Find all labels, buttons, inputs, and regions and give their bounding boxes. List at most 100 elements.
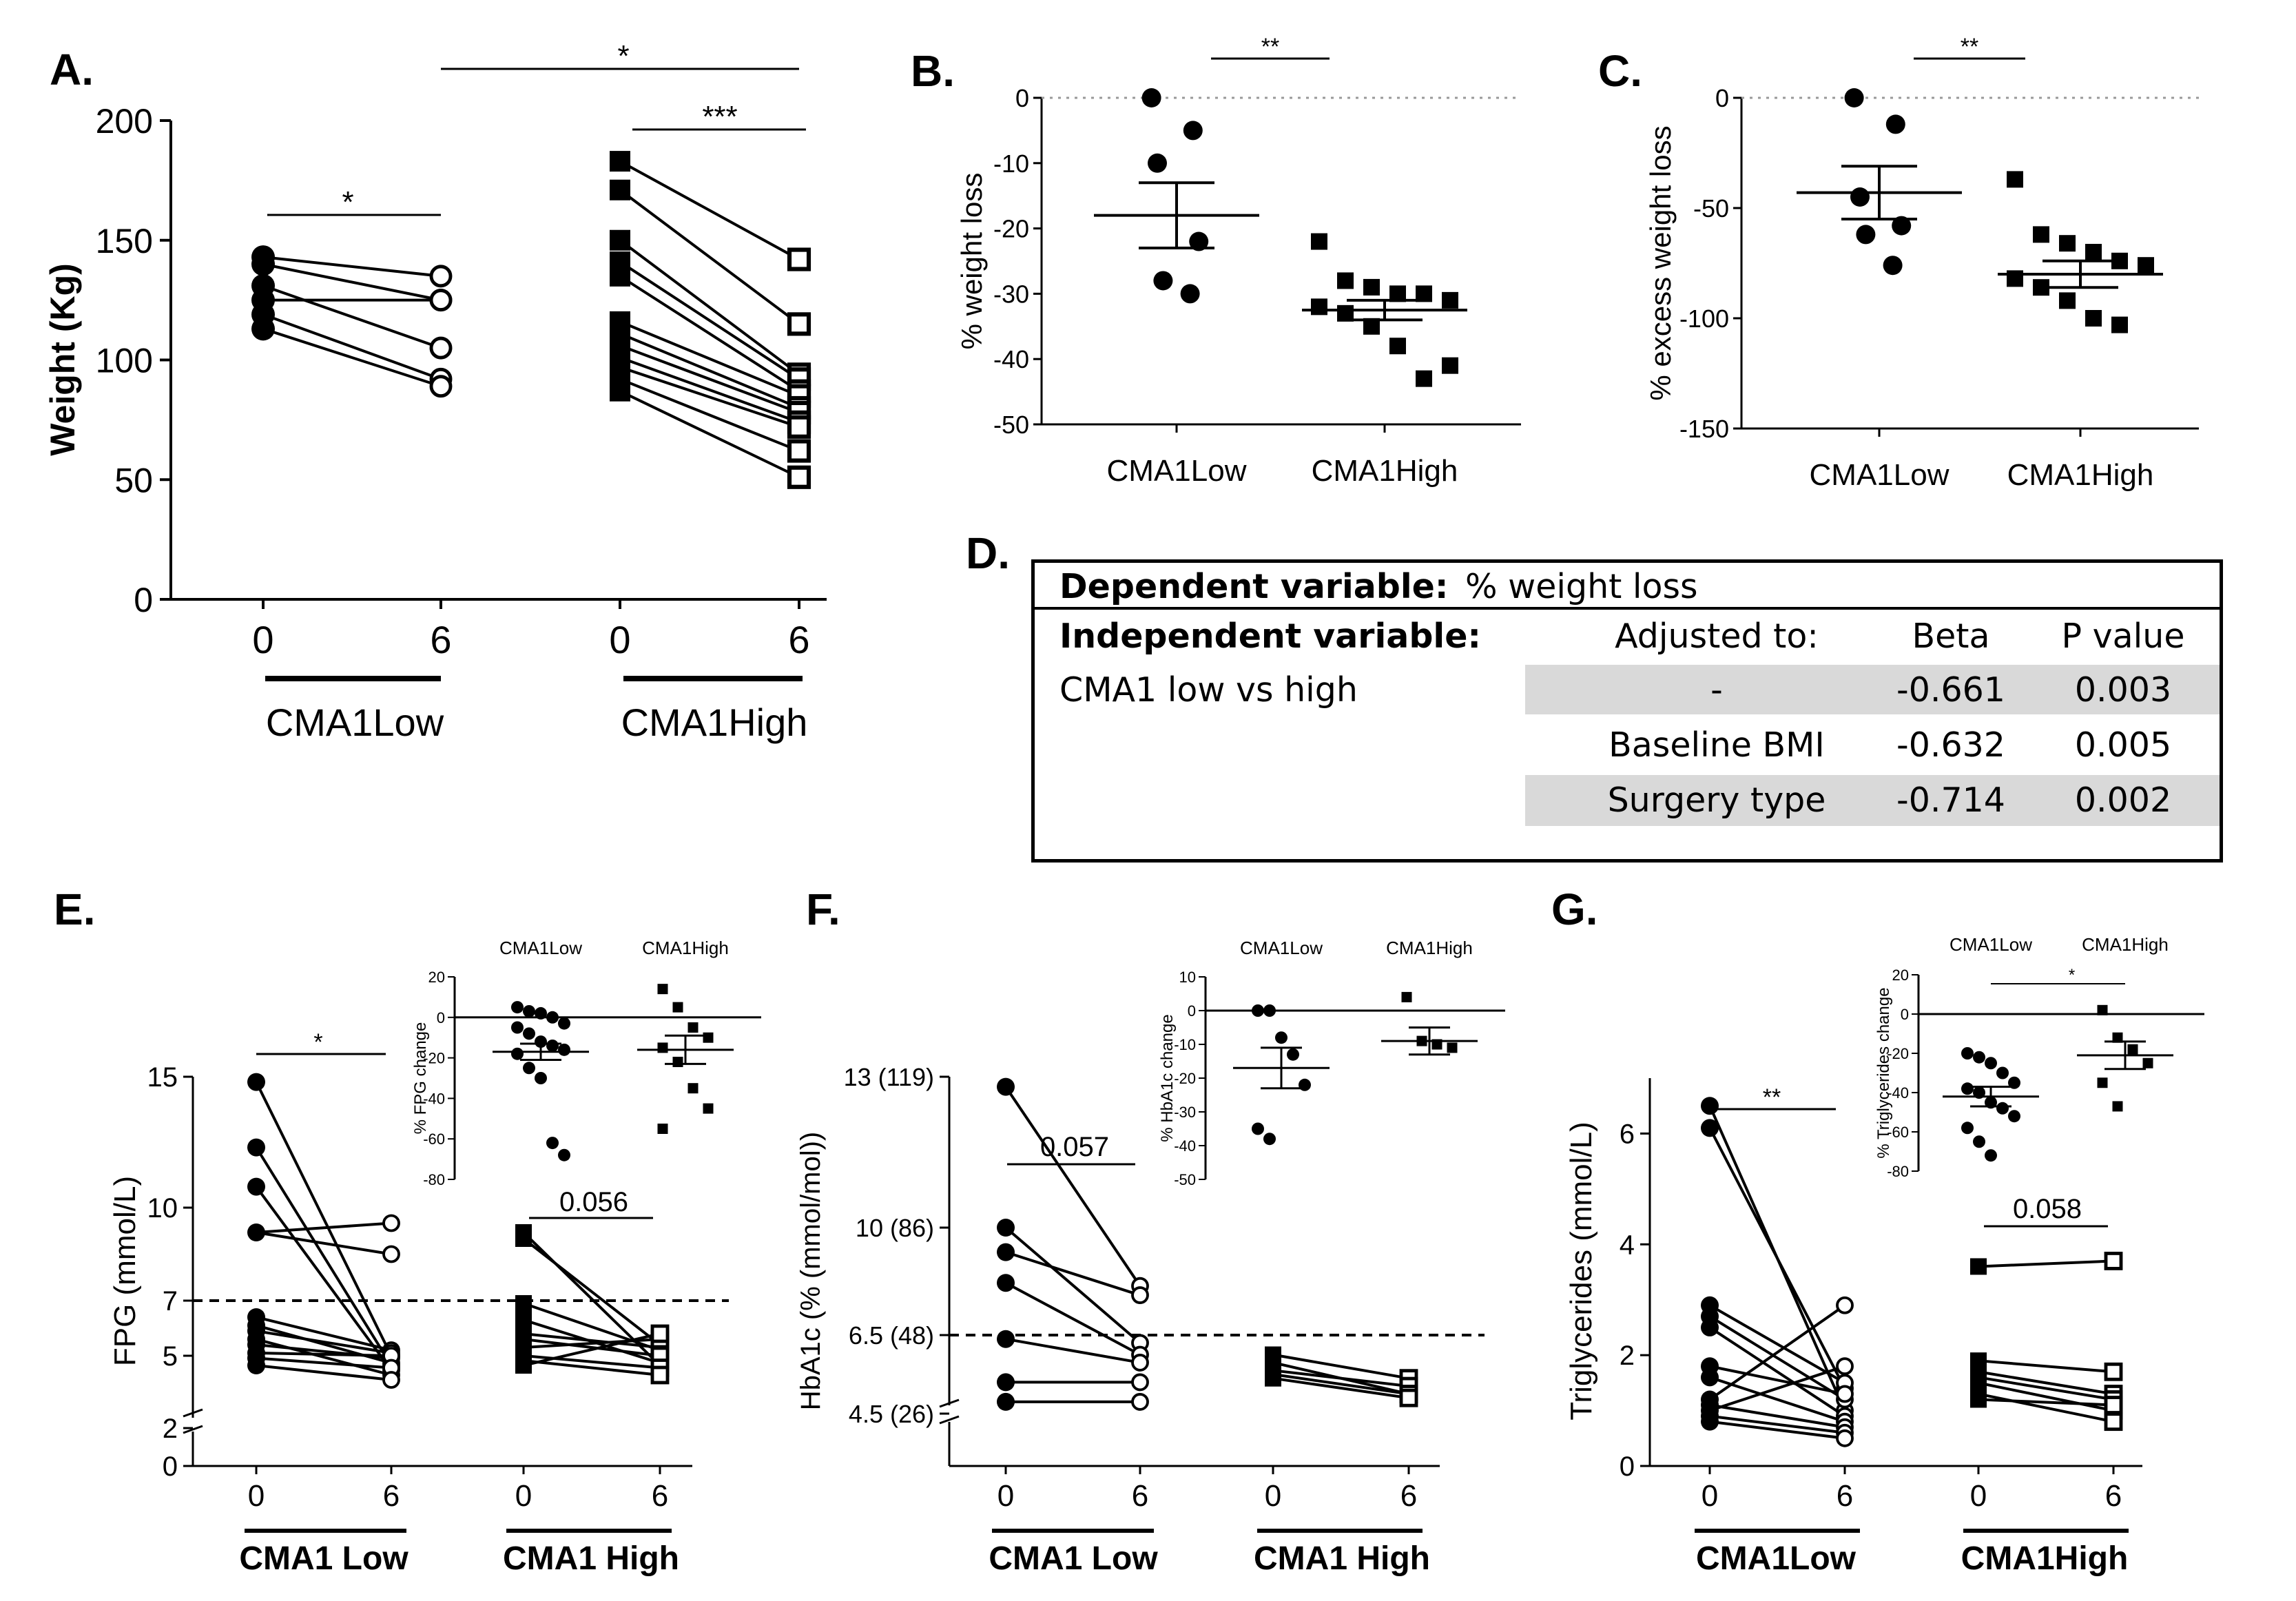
data-point [2033,226,2049,243]
point-baseline [610,151,630,172]
inset-y-tick-label: 20 [1892,967,1909,984]
pair-line [1004,1086,1141,1287]
beta-header: Beta [1912,617,1990,656]
inset-data-point [1431,1039,1442,1050]
row-beta: -0.632 [1896,725,2005,765]
pair-line [523,1354,661,1370]
inset-y-tick-label: -50 [1174,1171,1196,1188]
pair-line [523,1338,661,1349]
point-6m [382,1245,400,1263]
point-baseline [997,1373,1015,1392]
dependent-variable-value: % weight loss [1465,567,1698,606]
point-baseline [1701,1412,1719,1431]
inset-y-axis-label: % HbA1c change [1158,1014,1177,1142]
inset-data-point [2008,1076,2020,1089]
row-p-value: 0.003 [2074,670,2172,710]
row-shading [1525,775,2220,826]
inset-category-label: CMA1High [642,938,729,958]
x-tick-label: 6 [788,618,809,661]
x-tick-label: 0 [1970,1479,1987,1513]
inset-data-point [1263,1004,1276,1017]
point-baseline [1701,1318,1719,1336]
pair-line [522,1237,661,1346]
y-tick-label: -50 [1693,194,1729,223]
inset-data-point [2008,1110,2020,1123]
row-beta: -0.661 [1896,670,2005,710]
inset-category-label: CMA1Low [1949,934,2032,955]
row-adjusted: - [1710,670,1723,710]
y-axis-label: HbA1c (% (mmol/mol)) [796,1132,826,1410]
y-tick-label: 150 [96,222,153,260]
point-baseline [515,1230,532,1247]
data-point [2138,257,2154,274]
y-tick-label: 10 (86) [856,1214,934,1242]
y-tick-label: 50 [114,461,153,499]
point-6m [1836,1385,1854,1403]
p-value-annotation: 0.056 [559,1187,628,1217]
pair-line [1004,1226,1141,1344]
inset-data-point [523,1027,535,1040]
pair-line [256,1338,392,1376]
pair-line [1709,1365,1845,1412]
x-tick-label: 0 [997,1479,1014,1513]
pair-line [1005,1250,1141,1297]
pair-line [262,327,442,388]
point-baseline [610,265,630,287]
y-axis-label: FPG (mmol/L) [108,1176,142,1366]
y-tick-label: 0 [134,581,153,619]
point-6m [1131,1353,1149,1372]
inset-data-point [1961,1122,1974,1135]
data-point [1363,278,1380,296]
panel-g-label: G. [1551,885,1598,934]
pair-line [255,1146,393,1367]
point-baseline [1265,1370,1281,1387]
inset-y-tick-label: -40 [1887,1084,1909,1102]
pair-line [619,332,800,409]
pair-line [1978,1370,2114,1396]
inset-data-point [1275,1031,1287,1044]
pair-line [1978,1376,2114,1401]
p-value-annotation: 0.057 [1040,1132,1109,1162]
pair-line [619,189,800,325]
inset-y-tick-label: -20 [1174,1070,1196,1087]
inset-data-point [1252,1004,1264,1017]
table-row: - -0.661 0.003 [1035,665,2220,714]
inset-y-tick-label: 0 [1901,1006,1909,1023]
group-label: CMA1Low [266,701,444,744]
point-6m [787,312,811,336]
sig-marker: ** [1261,34,1279,60]
sig-marker: * [313,1029,322,1055]
y-tick-label: -150 [1679,415,1729,443]
point-6m [787,465,811,489]
inset-data-point [2112,1032,2123,1043]
panel-b-label: B. [911,46,955,96]
inset-data-point [2097,1077,2108,1088]
point-baseline [247,1356,265,1374]
pair-line [619,239,800,375]
x-tick-label: 6 [1132,1479,1148,1513]
point-baseline [610,380,630,402]
axis-break [939,1415,960,1425]
inset-y-tick-label: -20 [1887,1045,1909,1062]
y-axis-label: % weight loss [955,173,988,350]
y-tick-label: -50 [993,411,1029,439]
inset-category-label: CMA1Low [1240,938,1323,958]
y-axis-label: Weight (Kg) [43,263,82,456]
table-row: Surgery type -0.714 0.002 [1035,775,2220,826]
point-baseline [247,1177,265,1196]
pair-line [262,284,442,350]
y-tick-label: 0 [163,1452,178,1482]
pair-line [1272,1373,1409,1396]
p-value-annotation: 0.058 [2013,1194,2082,1224]
point-6m [429,336,453,360]
pair-line [619,320,800,397]
point-baseline [997,1219,1015,1237]
pair-line [255,1186,393,1372]
point-baseline [247,1138,265,1157]
y-tick-label: -40 [993,345,1029,373]
point-6m [1836,1296,1854,1314]
point-baseline [997,1274,1015,1292]
pair-line [619,356,800,424]
row-p-value: 0.002 [2074,781,2172,820]
